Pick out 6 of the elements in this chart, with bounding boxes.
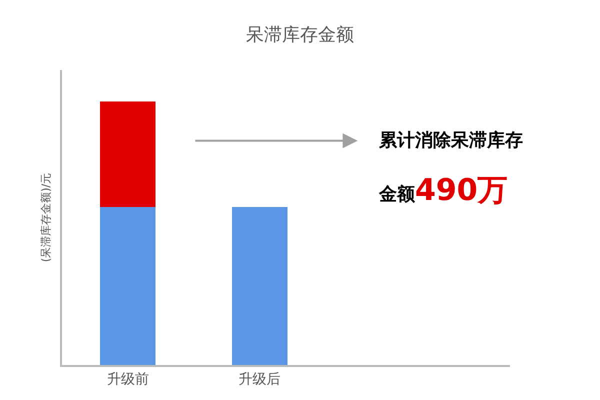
text: 累计消除呆滞库存 [378, 130, 523, 151]
text: 金额490万 [378, 173, 508, 208]
chart-title: 呆滞库存金额 [246, 24, 354, 46]
y-axis-title: (呆滞库存金额)/元 [39, 172, 52, 262]
x-tick-label: 升级后 [238, 372, 281, 388]
x-tick-label: 升级前 [106, 372, 149, 388]
